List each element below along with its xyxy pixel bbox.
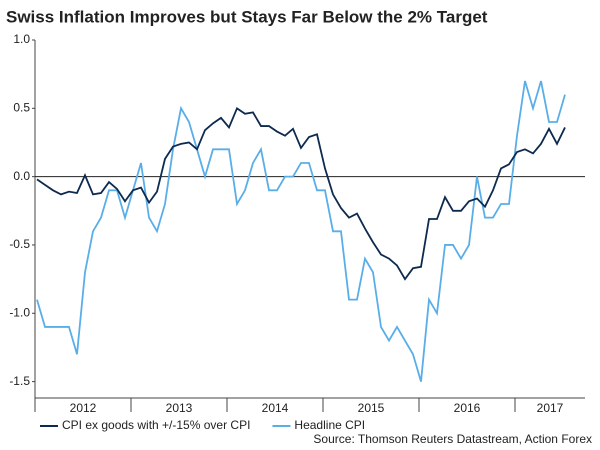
y-tick-label: 0.5 [13,100,30,114]
legend-label: CPI ex goods with +/-15% over CPI [62,418,250,432]
y-tick-label: 0.0 [13,169,30,183]
series-line [36,80,566,382]
x-tick-label: 2014 [262,401,289,415]
x-tick-label: 2015 [358,401,385,415]
legend-label: Headline CPI [294,418,365,432]
x-tick-label: 2013 [166,401,193,415]
y-tick-label: -1.0 [9,305,30,319]
y-tick-label: 1.0 [13,32,30,46]
y-tick-label: -1.5 [9,374,30,388]
source-note: Source: Thomson Reuters Datastream, Acti… [313,432,592,446]
y-tick-label: -0.5 [9,237,30,251]
series-line [36,106,566,281]
x-tick-label: 2016 [454,401,481,415]
chart-title: Swiss Inflation Improves but Stays Far B… [6,7,488,26]
x-tick-label: 2012 [70,401,97,415]
x-tick-label: 2017 [537,401,564,415]
